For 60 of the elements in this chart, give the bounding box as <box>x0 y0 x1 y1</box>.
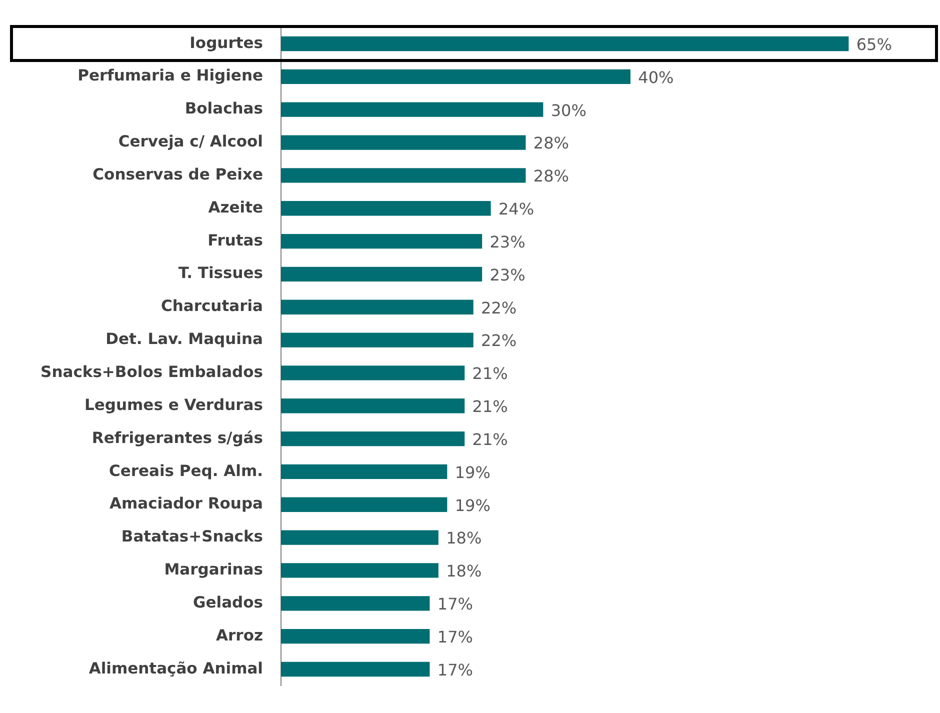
bar <box>281 662 430 677</box>
y-tick-label: Bolachas <box>184 100 263 118</box>
y-tick-label: Gelados <box>193 593 263 612</box>
data-label: 28% <box>533 166 569 186</box>
bar <box>281 628 430 644</box>
data-label: 17% <box>437 627 473 646</box>
data-label: 22% <box>481 331 517 350</box>
data-label: 17% <box>437 660 473 680</box>
y-tick-label: Frutas <box>208 231 263 250</box>
bar <box>281 563 438 578</box>
data-label: 23% <box>490 232 526 252</box>
data-label: 40% <box>638 68 674 87</box>
bar <box>281 398 465 414</box>
bar <box>281 431 465 446</box>
bar <box>281 464 448 480</box>
bar <box>281 36 849 52</box>
data-label: 30% <box>550 100 586 120</box>
data-label: 19% <box>454 496 490 515</box>
y-tick-label: Charcutaria <box>160 297 263 316</box>
y-tick-label: Legumes e Verduras <box>84 396 263 414</box>
data-label: 21% <box>472 430 508 449</box>
y-tick-label: Conservas de Peixe <box>92 165 263 184</box>
y-tick-label: Det. Lav. Maquina <box>106 330 263 348</box>
y-tick-label: Azeite <box>208 198 263 216</box>
bar <box>281 497 448 512</box>
data-label: 19% <box>454 462 490 482</box>
y-tick-label: Cerveja c/ Alcool <box>118 132 263 151</box>
y-tick-label: Margarinas <box>164 560 263 579</box>
y-tick-label: Refrigerantes s/gás <box>92 428 263 447</box>
data-label: 17% <box>437 594 473 614</box>
y-tick-label: Amaciador Roupa <box>109 494 263 513</box>
data-label: 21% <box>472 397 508 416</box>
bar <box>281 102 544 117</box>
y-tick-label: Perfumaria e Higiene <box>78 66 263 85</box>
data-label: 18% <box>446 528 482 548</box>
bar <box>281 69 630 84</box>
bar <box>281 366 465 380</box>
bar <box>281 135 526 150</box>
y-tick-label: Alimentação Animal <box>88 659 263 678</box>
data-label: 24% <box>498 200 534 219</box>
y-tick-label: Batatas+Snacks <box>121 528 263 546</box>
data-label: 65% <box>856 34 892 54</box>
bar <box>281 266 482 282</box>
bar <box>281 234 482 249</box>
data-label: 28% <box>533 134 569 153</box>
y-tick-label: Arroz <box>216 626 263 644</box>
y-tick-label: T. Tissues <box>178 264 263 282</box>
data-label: 22% <box>481 298 517 318</box>
y-tick-label: Iogurtes <box>190 34 263 52</box>
bar <box>281 530 438 545</box>
bar <box>281 596 430 611</box>
bar <box>281 332 474 348</box>
bar <box>281 168 526 183</box>
y-tick-label: Snacks+Bolos Embalados <box>40 362 263 381</box>
bar <box>281 201 491 216</box>
bar <box>281 300 474 314</box>
data-label: 18% <box>446 562 482 581</box>
data-label: 21% <box>472 364 508 384</box>
y-tick-label: Cereais Peq. Alm. <box>108 462 263 480</box>
data-label: 23% <box>490 265 526 284</box>
